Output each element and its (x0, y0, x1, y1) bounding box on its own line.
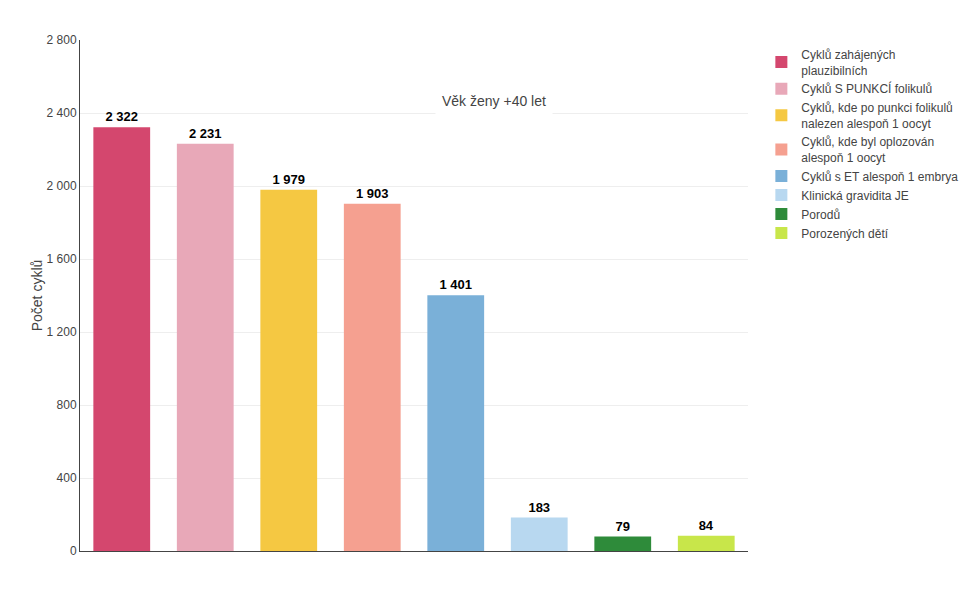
svg-text:183: 183 (528, 500, 550, 515)
svg-text:Porozených dětí: Porozených dětí (801, 227, 888, 241)
svg-text:Cyklů S PUNKCÍ folikulů: Cyklů S PUNKCÍ folikulů (801, 81, 932, 96)
svg-text:2 000: 2 000 (47, 179, 77, 193)
svg-text:Cyklů, kde po punkci folikulůn: Cyklů, kde po punkci folikulůnalezen ale… (801, 101, 952, 131)
svg-text:2 400: 2 400 (47, 106, 77, 120)
svg-text:1 903: 1 903 (356, 186, 389, 201)
svg-text:84: 84 (699, 518, 714, 533)
svg-text:1 200: 1 200 (47, 325, 77, 339)
svg-text:Počet cyklů: Počet cyklů (29, 260, 45, 332)
svg-text:2 322: 2 322 (105, 109, 138, 124)
svg-text:Cyklů, kde byl oplozovánalespo: Cyklů, kde byl oplozovánalespoň 1 oocyt (801, 135, 934, 165)
svg-text:1 979: 1 979 (272, 172, 305, 187)
svg-text:2 231: 2 231 (189, 126, 222, 141)
svg-text:1 600: 1 600 (47, 252, 77, 266)
svg-text:Cyklů s ET alespoň 1 embrya: Cyklů s ET alespoň 1 embrya (801, 170, 958, 184)
svg-text:0: 0 (70, 544, 77, 558)
svg-text:79: 79 (616, 519, 630, 534)
svg-text:400: 400 (57, 471, 77, 485)
svg-text:1 401: 1 401 (439, 277, 472, 292)
svg-text:Klinická gravidita JE: Klinická gravidita JE (801, 189, 908, 203)
svg-text:Cyklů zahájenýchplauzibilních: Cyklů zahájenýchplauzibilních (801, 48, 895, 78)
svg-text:Porodů: Porodů (801, 208, 840, 222)
svg-text:2 800: 2 800 (47, 33, 77, 47)
svg-text:Věk ženy +40 let: Věk ženy +40 let (442, 93, 546, 109)
svg-text:800: 800 (57, 398, 77, 412)
